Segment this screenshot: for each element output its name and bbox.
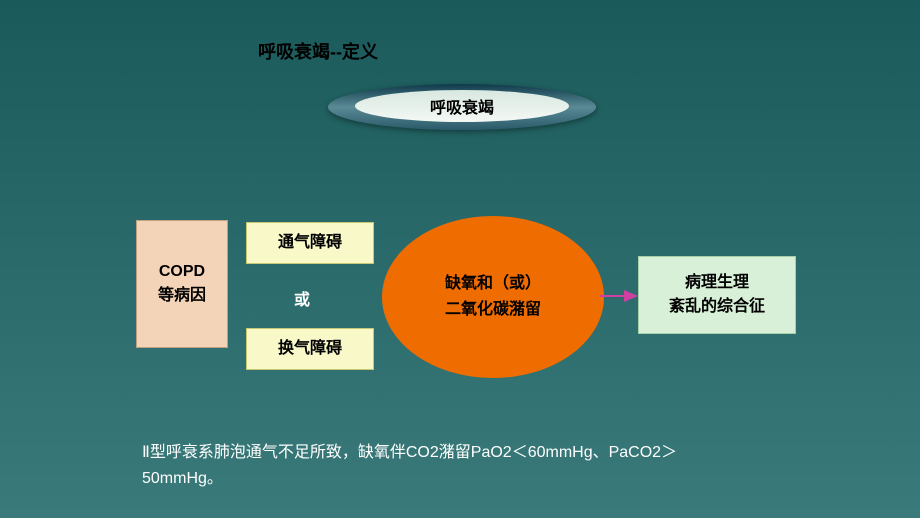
- box-exchange: 换气障碍: [246, 328, 374, 370]
- box-ventilation: 通气障碍: [246, 222, 374, 264]
- box-cause-text: COPD等病因: [158, 260, 206, 308]
- ellipse-text: 缺氧和（或）二氧化碳潴留: [445, 271, 541, 322]
- box-result: 病理生理紊乱的综合征: [638, 256, 796, 334]
- badge-inner: 呼吸衰竭: [355, 90, 569, 122]
- ellipse-center: 缺氧和（或）二氧化碳潴留: [382, 216, 604, 378]
- badge-outer: 呼吸衰竭: [328, 84, 596, 130]
- or-label: 或: [294, 286, 310, 310]
- badge-container: 呼吸衰竭: [328, 84, 596, 130]
- footer-text: Ⅱ型呼衰系肺泡通气不足所致，缺氧伴CO2潴留PaO2＜60mmHg、PaCO2＞…: [142, 440, 682, 491]
- box-result-text: 病理生理紊乱的综合征: [669, 271, 765, 319]
- slide-title: 呼吸衰竭--定义: [258, 38, 378, 64]
- arrow-icon: [598, 286, 648, 306]
- box-cause: COPD等病因: [136, 220, 228, 348]
